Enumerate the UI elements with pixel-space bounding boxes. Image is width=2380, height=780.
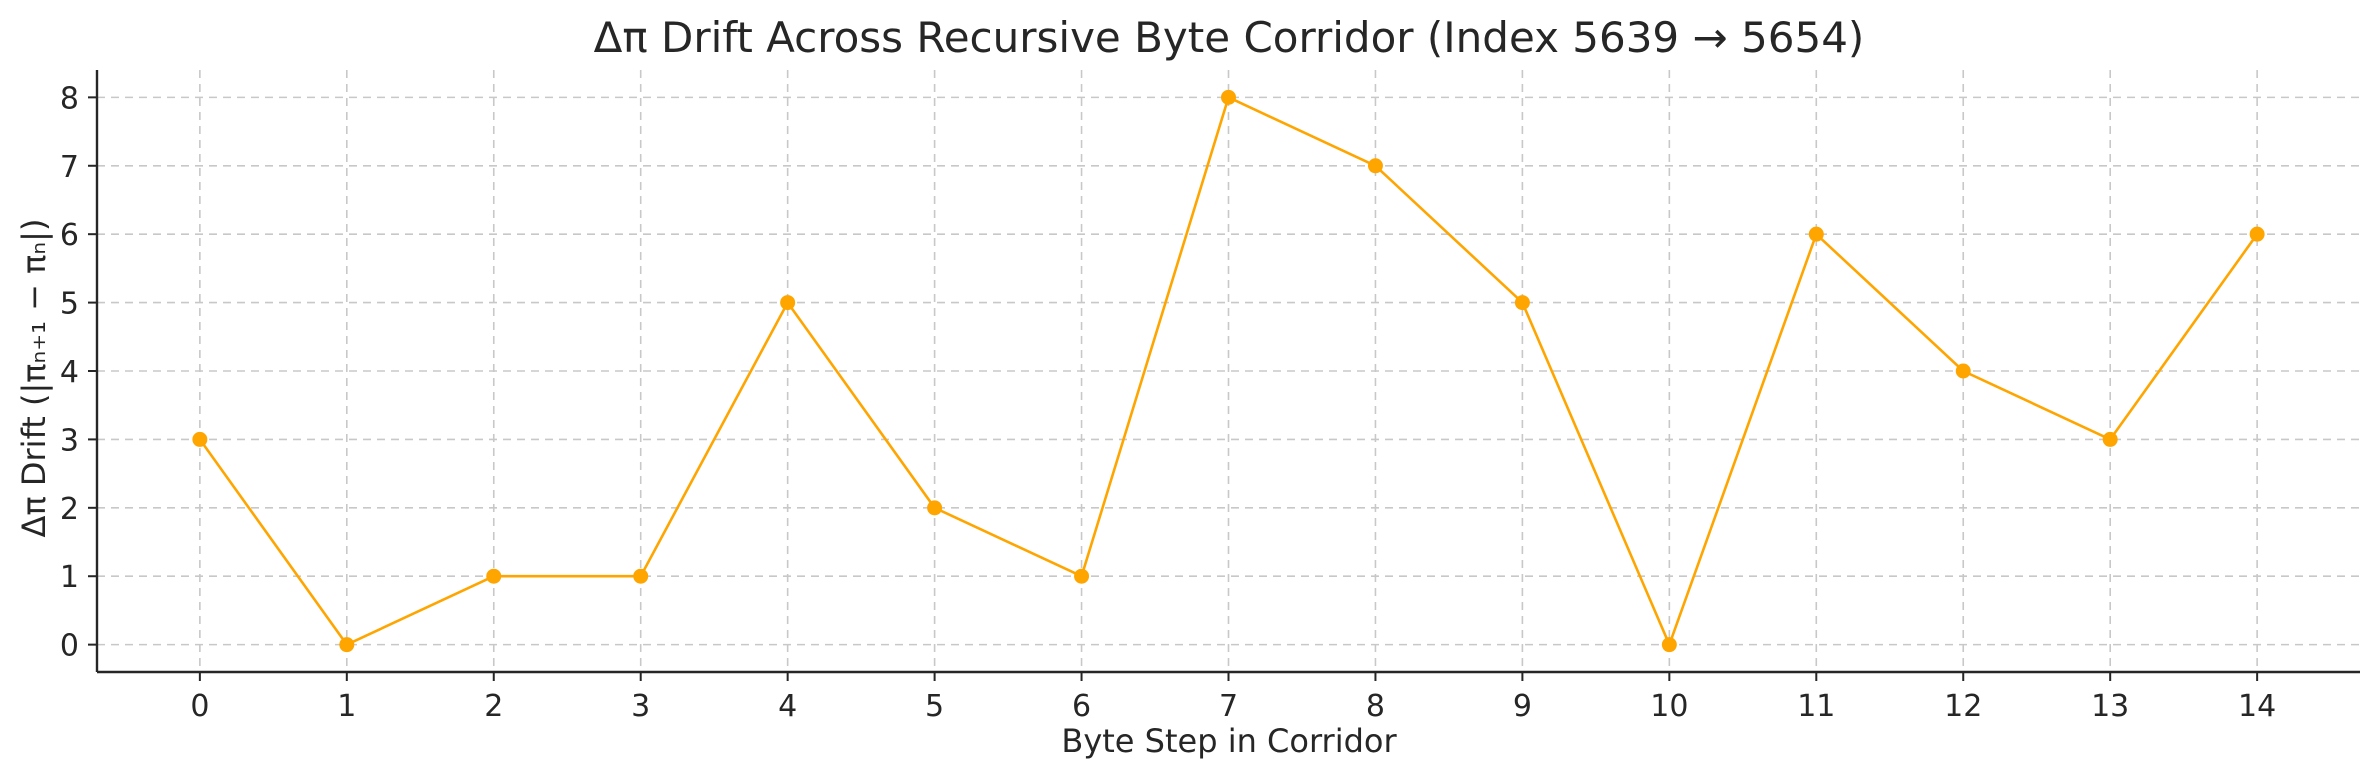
x-tick-label: 5 bbox=[925, 689, 944, 724]
data-point bbox=[2102, 431, 2118, 447]
data-point bbox=[339, 637, 355, 653]
x-tick-label: 12 bbox=[1944, 689, 1982, 724]
data-point bbox=[1808, 226, 1824, 242]
data-point bbox=[633, 568, 649, 584]
x-tick-label: 1 bbox=[337, 689, 356, 724]
y-axis-label: Δπ Drift (|πₙ₊₁ − πₙ|) bbox=[15, 219, 53, 538]
data-point bbox=[486, 568, 502, 584]
data-point bbox=[1221, 89, 1236, 105]
x-tick-label: 4 bbox=[778, 689, 797, 724]
x-axis-label: Byte Step in Corridor bbox=[1061, 722, 1397, 760]
x-tick-label: 3 bbox=[631, 689, 650, 724]
y-tick-label: 2 bbox=[60, 492, 79, 527]
data-point bbox=[1955, 363, 1971, 379]
x-tick-label: 11 bbox=[1797, 689, 1835, 724]
data-point bbox=[927, 500, 943, 516]
data-point bbox=[1661, 637, 1677, 653]
data-point bbox=[1367, 158, 1383, 174]
y-tick-label: 4 bbox=[60, 355, 79, 390]
chart-title: Δπ Drift Across Recursive Byte Corridor … bbox=[594, 13, 1865, 62]
y-tick-label: 3 bbox=[60, 423, 79, 458]
x-tick-label: 2 bbox=[484, 689, 503, 724]
x-tick-label: 7 bbox=[1219, 689, 1238, 724]
x-tick-label: 13 bbox=[2091, 689, 2129, 724]
y-tick-label: 1 bbox=[60, 560, 79, 595]
y-tick-label: 6 bbox=[60, 218, 79, 253]
data-point bbox=[1514, 295, 1530, 311]
y-tick-label: 0 bbox=[60, 629, 79, 664]
x-tick-label: 0 bbox=[190, 689, 209, 724]
series bbox=[192, 89, 2265, 653]
y-tick-label: 5 bbox=[60, 287, 79, 322]
x-tick-label: 9 bbox=[1513, 689, 1532, 724]
data-point bbox=[1074, 568, 1090, 584]
data-point bbox=[192, 431, 208, 447]
y-tick-label: 7 bbox=[60, 150, 79, 185]
x-tick-label: 14 bbox=[2238, 689, 2276, 724]
x-tick-label: 8 bbox=[1366, 689, 1385, 724]
y-tick-label: 8 bbox=[60, 81, 79, 116]
x-tick-label: 10 bbox=[1650, 689, 1688, 724]
x-tick-label: 6 bbox=[1072, 689, 1091, 724]
grid bbox=[97, 70, 2360, 672]
data-point bbox=[780, 295, 796, 311]
data-point bbox=[2249, 226, 2265, 242]
